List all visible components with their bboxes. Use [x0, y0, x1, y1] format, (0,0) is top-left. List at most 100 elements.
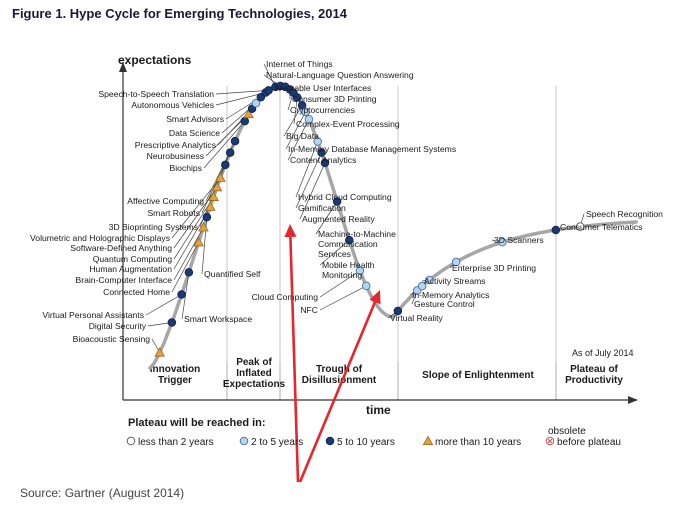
marker-machine-to-machine-communication-services [332, 197, 342, 206]
leader-virtual-personal-assistants [145, 294, 182, 316]
marker-big-data [297, 101, 307, 110]
red-arrow-right-shaft [298, 301, 377, 483]
label-quantum-computing: Quantum Computing [93, 254, 173, 264]
marker-quantum-computing [208, 191, 219, 201]
marker-in-memory-database-management-systems [301, 107, 310, 117]
label-internet-of-things: Internet of Things [266, 59, 333, 69]
leader-autonomous-vehicles [215, 92, 266, 106]
label-software-defined-anything: Software-Defined Anything [70, 243, 172, 253]
leader-big-data [283, 105, 303, 137]
marker-augmented-reality [320, 158, 330, 168]
label-biochips: Biochips [170, 163, 202, 173]
x-axis-arrowhead [628, 396, 638, 404]
label-in-memory-database-management-systems: In-Memory Database Management Systems [288, 144, 456, 154]
marker-complex-event-processing [293, 93, 302, 102]
legend-label: more than 10 years [435, 437, 521, 448]
leader-mobile-health-monitoring [319, 239, 350, 266]
legend-marker-light [239, 436, 249, 446]
phase-label-line: Innovation [150, 364, 201, 375]
phase-label-line: Inflated [236, 368, 272, 379]
label-autonomous-vehicles: Autonomous Vehicles [131, 100, 214, 110]
label-virtual-personal-assistants: Virtual Personal Assistants [42, 310, 144, 320]
phase-label-line: Disillusionment [302, 375, 377, 386]
label-data-science: Data Science [169, 128, 220, 138]
label-mobile-health-monitoring: Mobile Health Monitoring [322, 260, 377, 280]
label-cryptocurrencies: Cryptocurrencies [290, 105, 355, 115]
label-smart-workspace: Smart Workspace [184, 314, 252, 324]
label-smart-robots: Smart Robots [147, 208, 200, 218]
leader-content-analytics [287, 119, 310, 161]
marker-connected-home [193, 236, 204, 247]
leader-biochips [203, 120, 246, 169]
marker-smart-workspace [184, 268, 194, 277]
label-virtual-reality: Virtual Reality [390, 313, 444, 323]
phase-label-line: Trigger [158, 375, 192, 386]
marker-hybrid-cloud-computing [313, 137, 322, 146]
phase-label: Plateau of Productivity [565, 364, 623, 386]
legend-label: 2 to 5 years [251, 437, 303, 448]
marker-gamification [317, 148, 326, 157]
red-arrow-left-shaft [289, 236, 300, 483]
source-caption: Source: Gartner (August 2014) [20, 486, 185, 500]
marker-nfc [362, 281, 371, 291]
leader-cloud-computing [319, 270, 361, 298]
leader-software-defined-anything [173, 187, 218, 249]
legend-label: 5 to 10 years [337, 437, 395, 448]
leader-augmented-reality [299, 162, 326, 220]
marker-bioacoustic-sensing [154, 347, 166, 357]
label-natural-language-question-answering: Natural-Language Question Answering [266, 70, 414, 80]
label-line: Monitoring [322, 270, 362, 280]
label-line: Machine-to-Machine [318, 229, 398, 239]
marker-speech-recognition [575, 222, 585, 231]
red-arrow-left-head [284, 224, 297, 238]
label-big-data: Big Data [286, 131, 319, 141]
label-machine-to-machine-communication-services: Machine-to-Machine Communication Service… [318, 229, 398, 259]
marker-smart-robots [225, 148, 235, 157]
as-of-label: As of July 2014 [572, 348, 634, 358]
label-line: Mobile Health [322, 260, 377, 270]
label-activity-streams: Activity Streams [424, 276, 486, 286]
leader-nfc [319, 285, 367, 311]
label-affective-computing: Affective Computing [127, 196, 204, 206]
label-connected-home: Connected Home [103, 287, 170, 297]
legend-marker-obsolete [545, 436, 555, 446]
legend-label-2: before plateau [557, 437, 621, 448]
marker-affective-computing [230, 136, 240, 146]
legend: Plateau will be reached in: less than 2 y… [126, 417, 621, 448]
marker-human-augmentation [204, 201, 216, 211]
leader-machine-to-machine-communication-services [315, 201, 338, 235]
label-wearable-user-interfaces: Wearable User Interfaces [274, 83, 371, 93]
label-line: Communication [318, 239, 380, 249]
label-nfc: NFC [300, 305, 318, 315]
label-quantified-self: Quantified Self [204, 269, 261, 279]
leader-complex-event-processing [293, 97, 298, 125]
phase-label-line: Plateau of [570, 364, 618, 375]
marker-data-science [251, 98, 261, 108]
label-hybrid-cloud-computing: Hybrid Cloud Computing [298, 192, 392, 202]
marker-neurobusiness [243, 108, 254, 119]
marker-virtual-reality [393, 306, 403, 316]
marker-activity-streams [425, 275, 434, 285]
marker-digital-security [167, 318, 177, 327]
marker-3d-scanners [498, 237, 507, 247]
obsolete-cross [547, 438, 553, 444]
annotation-arrows [284, 224, 381, 483]
legend-marker-open [126, 436, 136, 446]
leader-quantified-self [201, 217, 208, 275]
label-smart-advisors: Smart Advisors [166, 114, 224, 124]
phase-label-line: Trough of [316, 364, 363, 375]
phase-label: Slope of Enlightenment [422, 370, 534, 381]
phase-label: Trough of Disillusionment [302, 364, 377, 386]
label-content-analytics: Content Analytics [290, 155, 356, 165]
x-axis-label: time [366, 403, 391, 417]
phase-label: Peak of Inflated Expectations [223, 357, 286, 390]
phase-label-line: Expectations [223, 379, 286, 390]
marker-cloud-computing [355, 266, 365, 275]
label-3d-scanners: 3D Scanners [494, 235, 544, 245]
label-speech-recognition: Speech Recognition [586, 209, 663, 219]
phase-label-line: Slope of Enlightenment [422, 370, 534, 381]
marker-speech-to-speech-translation [264, 86, 273, 95]
leader-connected-home [171, 242, 199, 293]
marker-quantified-self [202, 212, 212, 222]
